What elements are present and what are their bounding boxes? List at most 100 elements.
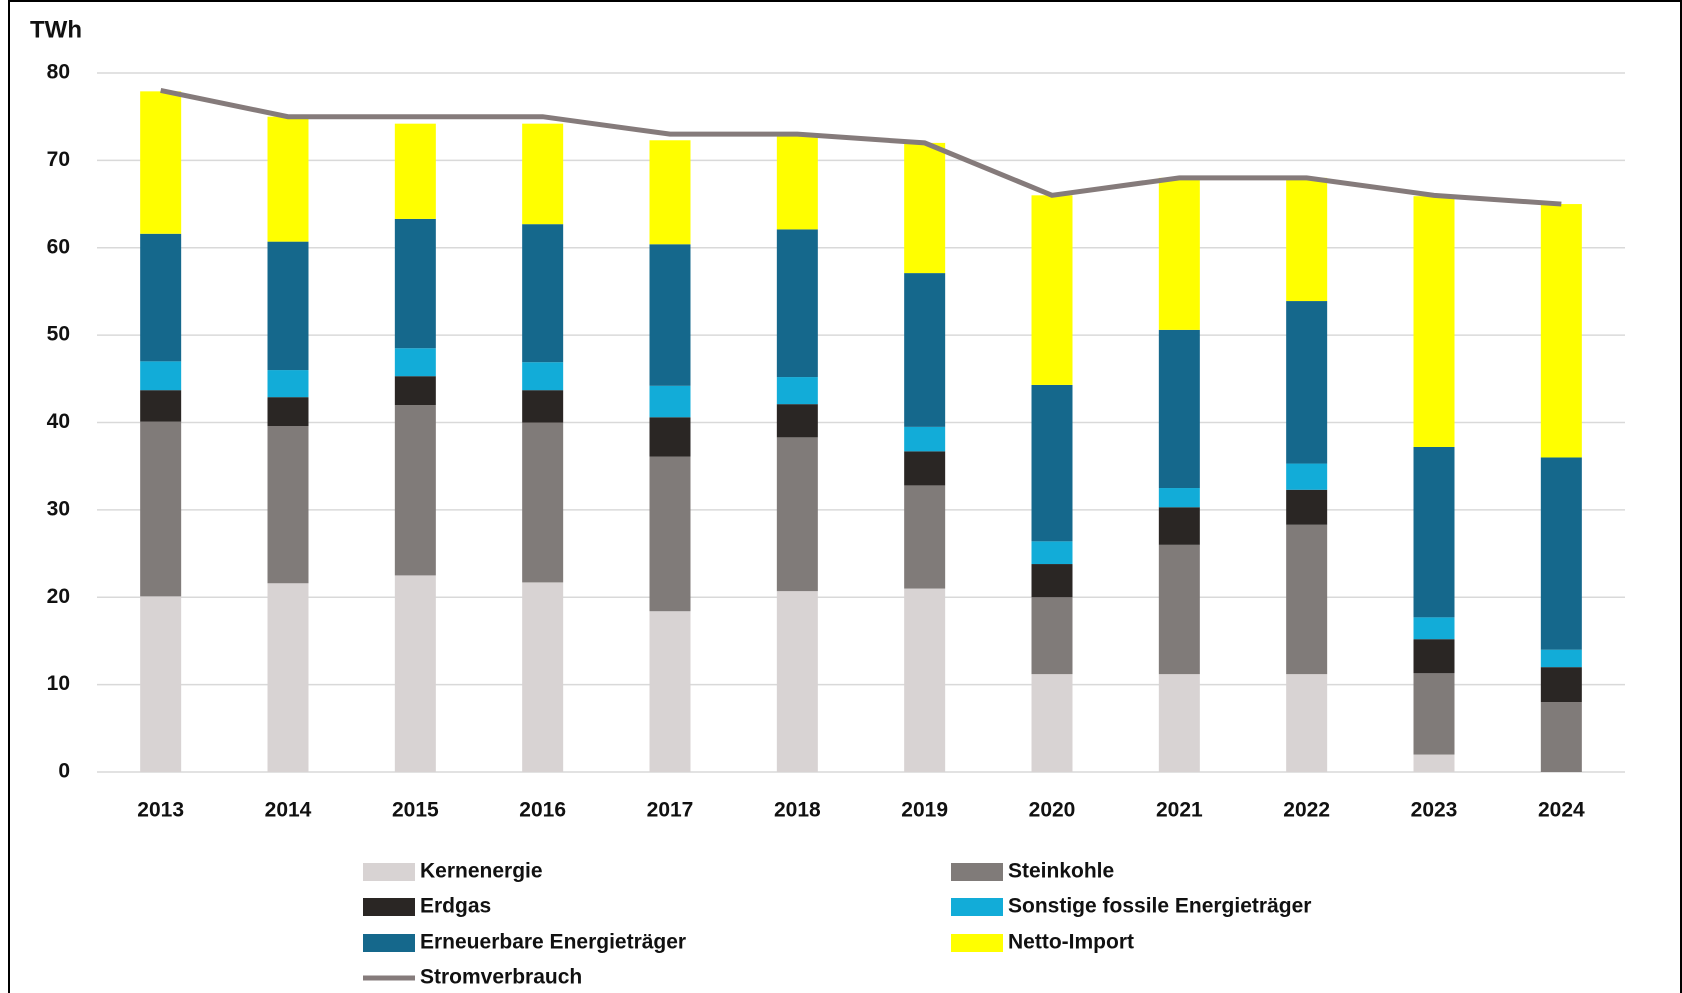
bar-segment [1158, 488, 1200, 508]
bar-segment [267, 241, 309, 371]
bar-segment [394, 123, 436, 219]
legend-label: Sonstige fossile Energieträger [1008, 895, 1311, 918]
bar-segment [1286, 177, 1328, 302]
x-tick-label: 2022 [1283, 799, 1330, 822]
bar-segment [1158, 674, 1200, 772]
bar-segment [1413, 639, 1455, 674]
bar-segment [1031, 564, 1073, 598]
bar-segment [649, 611, 691, 772]
bar-segment [1413, 196, 1455, 447]
x-tick-label: 2021 [1156, 799, 1203, 822]
bar-segment [904, 451, 946, 486]
bar-segment [649, 417, 691, 457]
x-tick-label: 2016 [519, 799, 566, 822]
bar-segment [140, 233, 182, 362]
y-tick-label: 40 [47, 410, 70, 433]
bar-segment [394, 575, 436, 772]
y-tick-label: 70 [47, 148, 70, 171]
bar-segment [267, 397, 309, 426]
bar-segment [776, 135, 818, 230]
x-tick-label: 2015 [392, 799, 439, 822]
bar-segment [1031, 195, 1073, 385]
legend-label: Stromverbrauch [420, 966, 582, 989]
bar-segment [1413, 754, 1455, 772]
bar-segment [522, 362, 564, 391]
legend-swatch [951, 863, 1003, 881]
bar-segment [1413, 446, 1455, 618]
x-tick-label: 2023 [1411, 799, 1458, 822]
x-tick-label: 2020 [1029, 799, 1076, 822]
bar-segment [776, 591, 818, 772]
bar-segment [1413, 673, 1455, 755]
bar-segment [1540, 457, 1582, 650]
bar-segment [394, 348, 436, 377]
bar-segment [1031, 541, 1073, 565]
legend-swatch [363, 934, 415, 952]
y-tick-label: 30 [47, 497, 70, 520]
bar-segment [1158, 329, 1200, 489]
line [160, 88, 1562, 207]
legend-label: Erdgas [420, 895, 491, 918]
bar-segment [1286, 674, 1328, 772]
bar-segment [522, 582, 564, 772]
bar-segment [1031, 384, 1073, 542]
y-tick-label: 20 [47, 585, 70, 608]
bar-segment [1158, 544, 1200, 675]
x-tick-label: 2014 [265, 799, 312, 822]
bar-segment [522, 390, 564, 423]
legend-swatch [363, 898, 415, 916]
bar-segment [904, 142, 946, 274]
y-axis-label: TWh [30, 16, 82, 43]
y-tick-label: 80 [47, 61, 70, 84]
bar-segment [394, 218, 436, 349]
bar-segment [267, 583, 309, 772]
bar-segment [522, 422, 564, 583]
x-tick-label: 2013 [137, 799, 184, 822]
bar-segment [649, 456, 691, 612]
bar-segment [649, 385, 691, 418]
legend-swatch [951, 934, 1003, 952]
legend-label: Netto-Import [1008, 931, 1134, 954]
bar-segment [1540, 649, 1582, 668]
bar-segment [140, 361, 182, 391]
bar-segment [522, 123, 564, 225]
frame [8, 0, 1682, 993]
y-tick-label: 60 [47, 235, 70, 258]
x-tick-label: 2018 [774, 799, 821, 822]
bar-segment [267, 116, 309, 242]
bar-segment [904, 588, 946, 772]
bar-segment [1413, 617, 1455, 640]
bar-segment [1540, 702, 1582, 772]
bar-segment [776, 377, 818, 405]
bar-segment [1540, 667, 1582, 703]
bar-segment [776, 229, 818, 378]
bar-segment [140, 390, 182, 422]
bar-segment [1031, 597, 1073, 675]
bar-segment [904, 426, 946, 452]
bar-segment [522, 224, 564, 363]
x-tick-label: 2017 [647, 799, 694, 822]
x-tick-label: 2024 [1538, 799, 1585, 822]
bar-segment [140, 596, 182, 772]
legend-swatch [363, 863, 415, 881]
legend-label: Erneuerbare Energieträger [420, 931, 686, 954]
bar-segment [1286, 463, 1328, 490]
bar-segment [267, 425, 309, 584]
y-tick-label: 10 [47, 672, 70, 695]
bar-segment [1286, 524, 1328, 675]
bar-segment [776, 404, 818, 438]
bar-segment [904, 485, 946, 589]
x-tick-label: 2019 [901, 799, 948, 822]
legend-label: Kernenergie [420, 860, 543, 883]
bar-segment [1286, 489, 1328, 525]
bar-segment [649, 244, 691, 386]
bar-segment [1540, 204, 1582, 458]
y-tick-label: 0 [58, 760, 70, 783]
bar-segment [1031, 674, 1073, 772]
bar-segment [267, 370, 309, 398]
y-tick-label: 50 [47, 323, 70, 346]
bar-segment [140, 421, 182, 597]
bar-segment [140, 91, 182, 234]
bar-segment [904, 273, 946, 427]
